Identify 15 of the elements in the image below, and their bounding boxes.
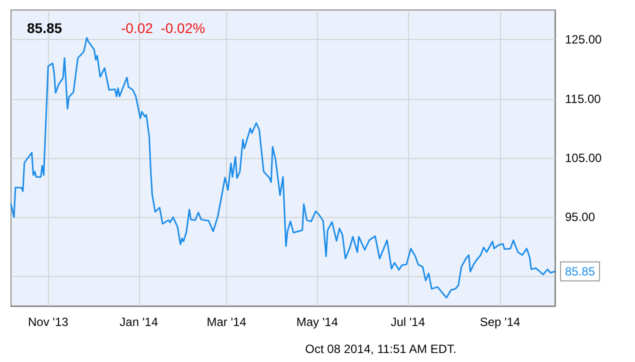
x-tick-label: Jul '14 (390, 315, 426, 329)
annotation: 85.85 (565, 264, 596, 278)
x-tick-label: Mar '14 (206, 315, 247, 329)
text: -0.02 -0.02% (121, 20, 206, 36)
x-tick-label: May '14 (296, 315, 338, 329)
y-tick-label: 105.00 (565, 151, 602, 165)
x-tick-label: Sep '14 (480, 315, 520, 329)
text: Oct 08 2014, 11:51 AM EDT. (305, 342, 456, 356)
x-tick-label: Nov '13 (28, 315, 69, 329)
y-tick-label: 115.00 (565, 92, 602, 106)
y-tick-label: 125.00 (565, 32, 602, 47)
text: 85.85 (27, 20, 62, 36)
line-series (10, 37, 556, 298)
y-tick-label: 95.00 (565, 210, 596, 224)
x-tick-label: Jan '14 (120, 315, 158, 329)
